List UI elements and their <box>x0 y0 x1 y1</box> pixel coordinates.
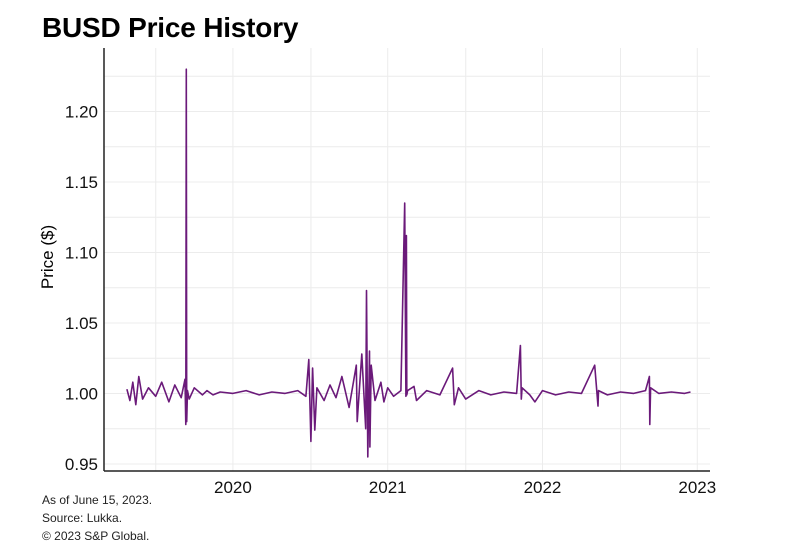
y-tick-label: 1.15 <box>65 173 98 192</box>
y-tick-label: 1.20 <box>65 102 98 121</box>
footnote-copyright: © 2023 S&P Global. <box>42 529 150 543</box>
price-line <box>126 68 691 458</box>
y-axis-title: Price ($) <box>38 225 57 289</box>
y-tick-label: 1.10 <box>65 243 98 262</box>
footnote-source: Source: Lukka. <box>42 511 123 525</box>
x-tick-labels: 2020 2021 2022 2023 <box>214 478 716 497</box>
y-tick-label: 1.00 <box>65 384 98 403</box>
y-tick-labels: 0.95 1.00 1.05 1.10 1.15 1.20 <box>65 102 98 474</box>
x-tick-label: 2021 <box>369 478 407 497</box>
axes <box>103 48 710 472</box>
x-tick-label: 2020 <box>214 478 252 497</box>
footnote-as-of: As of June 15, 2023. <box>42 493 153 507</box>
price-line-series <box>126 68 691 458</box>
y-tick-label: 1.05 <box>65 314 98 333</box>
y-tick-label: 0.95 <box>65 455 98 474</box>
x-tick-label: 2022 <box>524 478 562 497</box>
x-tick-label: 2023 <box>678 478 716 497</box>
chart-title: BUSD Price History <box>42 12 299 43</box>
